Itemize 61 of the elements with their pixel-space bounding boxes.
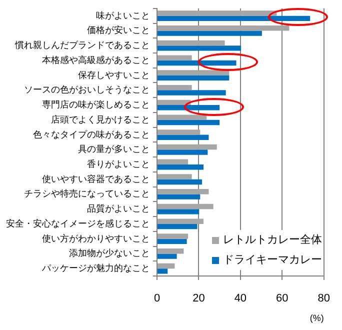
y-tick-label: 添加物が少ないこと	[69, 248, 150, 258]
legend-label: レトルトカレー全体	[222, 232, 322, 248]
y-tick-label: 使い方がわかりやすいこと	[42, 233, 150, 244]
y-tick-label: 味がよいこと	[96, 10, 150, 20]
bar	[158, 75, 230, 81]
bar	[158, 114, 207, 120]
bar	[158, 130, 200, 135]
bar	[158, 248, 184, 254]
x-axis-title: (%)	[310, 313, 324, 324]
bar	[158, 174, 192, 180]
bar	[158, 224, 198, 230]
bar	[158, 238, 187, 244]
bar	[158, 90, 226, 96]
x-tick-label: 80	[318, 292, 330, 305]
legend-label: ドライキーマカレー	[222, 252, 322, 268]
y-tick-label: 使いやすい容器であること	[42, 174, 150, 184]
y-tick-label: ソースの色がおいしそうなこと	[24, 84, 150, 95]
x-tick-label: 40	[234, 292, 247, 305]
y-tick-label: 慣れ親しんだブランドであること	[14, 40, 150, 50]
bar	[158, 84, 192, 90]
bar	[158, 120, 220, 126]
bar	[158, 204, 214, 210]
bar	[158, 234, 188, 239]
bar	[158, 218, 204, 224]
y-tick-label: 価格が安いこと	[87, 25, 150, 36]
bar	[158, 30, 262, 36]
y-tick-label: 保存しやすいこと	[78, 70, 150, 80]
bar	[158, 179, 202, 185]
bar	[158, 150, 208, 155]
bar	[158, 194, 200, 200]
y-tick-label: 具の量が多いこと	[78, 144, 150, 154]
bar	[158, 16, 310, 22]
bar	[158, 25, 290, 31]
y-tick-label: 安全・安心なイメージを感じること	[6, 218, 150, 228]
x-tick-label: 0	[154, 292, 160, 305]
bar	[158, 263, 175, 269]
y-tick-label: 色々なタイプの味があること	[33, 129, 150, 140]
bar	[158, 134, 209, 140]
x-tick-label: 60	[276, 292, 288, 305]
bar	[158, 209, 200, 214]
bar	[158, 40, 225, 46]
y-tick-label: 専門店の味が楽しめること	[42, 100, 150, 110]
bar	[158, 189, 209, 194]
y-tick-label: 品質がよいこと	[87, 204, 150, 214]
y-tick-label: チラシや特売になっていること	[24, 188, 150, 199]
bar	[158, 70, 230, 76]
bar	[158, 46, 242, 51]
bar	[158, 105, 220, 110]
bar	[158, 254, 177, 259]
bar	[158, 144, 217, 150]
x-tick-label: 20	[192, 292, 205, 305]
y-tick-label: パッケージが魅力的なこと	[41, 263, 150, 274]
bar	[158, 159, 188, 164]
y-tick-label: 香りがよいこと	[87, 158, 150, 169]
y-tick-label: 店頭でよく見かけること	[51, 114, 150, 124]
bar	[158, 60, 236, 66]
bar	[158, 164, 204, 170]
bar	[158, 10, 277, 16]
bar	[158, 268, 168, 274]
bar	[158, 55, 192, 60]
y-tick-label: 本格感や高級感があること	[42, 54, 150, 65]
